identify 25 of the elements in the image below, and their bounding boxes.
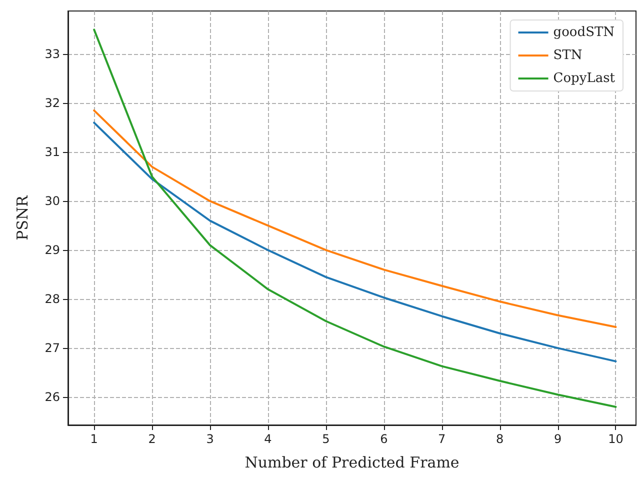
x-tick-label: 1: [90, 432, 98, 446]
line-series: [93, 109, 617, 328]
x-tick-label: 8: [496, 432, 504, 446]
y-tick-label: 26: [44, 390, 60, 404]
x-tick-label: 4: [264, 432, 272, 446]
x-tick-label: 3: [206, 432, 214, 446]
y-tick-label: 29: [44, 243, 60, 258]
x-tick-label: 10: [608, 432, 624, 446]
legend-label: goodSTN: [553, 25, 615, 40]
y-axis-title: PSNR: [14, 194, 32, 240]
legend-label: STN: [553, 48, 582, 63]
y-tick-label: 30: [44, 194, 60, 208]
line-series: [93, 122, 617, 362]
legend-label: CopyLast: [553, 71, 616, 86]
y-tick-label: 27: [44, 341, 60, 356]
x-tick-label: 2: [148, 432, 156, 446]
x-axis-title: Number of Predicted Frame: [244, 454, 460, 472]
y-tick-label: 32: [44, 96, 60, 110]
x-tick-label: 5: [322, 432, 330, 446]
y-tick-label: 31: [44, 145, 60, 160]
y-tick-label: 28: [44, 292, 60, 306]
x-tick-label: 6: [380, 432, 388, 446]
x-tick-label: 9: [554, 432, 562, 446]
y-tick-label: 33: [44, 47, 60, 62]
x-tick-label: 7: [438, 432, 446, 446]
